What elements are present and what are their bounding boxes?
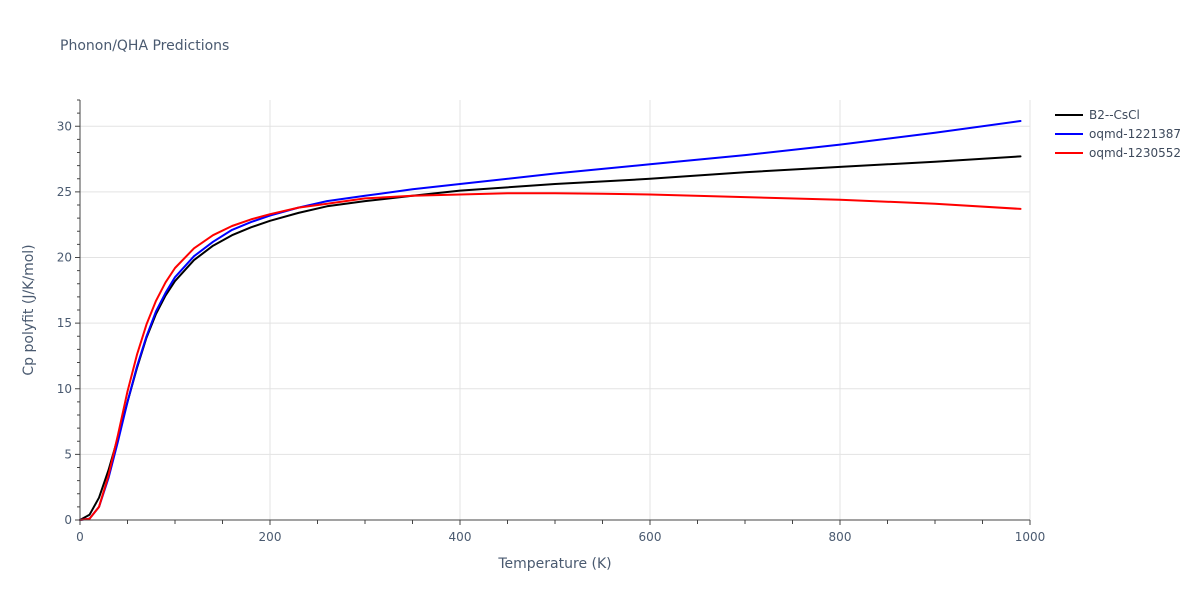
- x-tick-label: 800: [829, 530, 852, 544]
- x-tick-label: 600: [639, 530, 662, 544]
- legend-label: oqmd-1221387: [1089, 127, 1181, 141]
- x-tick-label: 200: [259, 530, 282, 544]
- grid: [80, 100, 1031, 520]
- legend-label: B2--CsCl: [1089, 108, 1140, 122]
- legend-label: oqmd-1230552: [1089, 146, 1181, 160]
- y-tick-label: 20: [57, 251, 72, 265]
- axes: 0 200 400 600 800 1000 0 5 10 15 20 25 30: [57, 99, 1046, 544]
- y-tick-label: 15: [57, 316, 72, 330]
- series-line-oqmd-1230552: [79, 192, 1022, 521]
- series-line-B2--CsCl: [79, 155, 1022, 521]
- x-tick-label: 400: [449, 530, 472, 544]
- x-axis-title: Temperature (K): [497, 556, 611, 572]
- chart-title: Phonon/QHA Predictions: [60, 38, 229, 54]
- y-tick-label: 5: [64, 447, 72, 461]
- series-line-oqmd-1221387: [79, 120, 1022, 521]
- y-tick-label: 10: [57, 382, 72, 396]
- y-tick-label: 25: [57, 185, 72, 199]
- y-axis-title: Cp polyfit (J/K/mol): [21, 244, 37, 375]
- x-tick-label: 0: [76, 530, 84, 544]
- x-tick-label: 1000: [1015, 530, 1046, 544]
- series-layer: [79, 120, 1022, 521]
- legend: B2--CsCl oqmd-1221387 oqmd-1230552: [1055, 108, 1181, 160]
- y-tick-label: 0: [64, 513, 72, 527]
- y-tick-label: 30: [57, 119, 72, 133]
